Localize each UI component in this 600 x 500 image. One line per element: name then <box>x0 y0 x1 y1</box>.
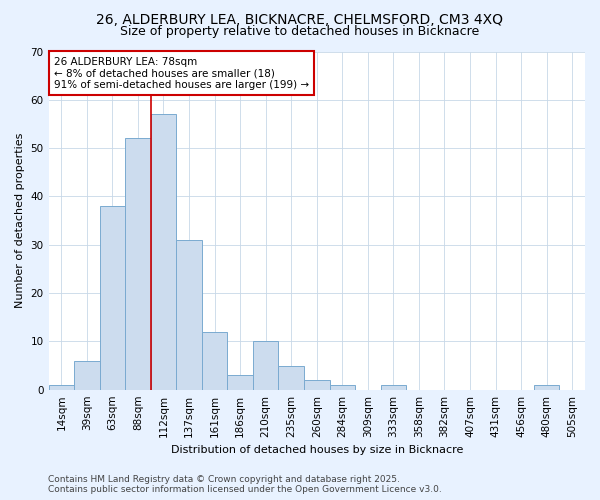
Text: 26 ALDERBURY LEA: 78sqm
← 8% of detached houses are smaller (18)
91% of semi-det: 26 ALDERBURY LEA: 78sqm ← 8% of detached… <box>54 56 309 90</box>
Bar <box>125 138 151 390</box>
Bar <box>74 360 100 390</box>
Bar <box>176 240 202 390</box>
Bar <box>100 206 125 390</box>
X-axis label: Distribution of detached houses by size in Bicknacre: Distribution of detached houses by size … <box>170 445 463 455</box>
Bar <box>534 385 559 390</box>
Bar <box>227 375 253 390</box>
Bar <box>329 385 355 390</box>
Bar <box>304 380 329 390</box>
Text: Size of property relative to detached houses in Bicknacre: Size of property relative to detached ho… <box>121 25 479 38</box>
Bar <box>253 342 278 390</box>
Y-axis label: Number of detached properties: Number of detached properties <box>15 133 25 308</box>
Bar <box>202 332 227 390</box>
Bar <box>278 366 304 390</box>
Text: 26, ALDERBURY LEA, BICKNACRE, CHELMSFORD, CM3 4XQ: 26, ALDERBURY LEA, BICKNACRE, CHELMSFORD… <box>97 12 503 26</box>
Bar <box>380 385 406 390</box>
Text: Contains HM Land Registry data © Crown copyright and database right 2025.
Contai: Contains HM Land Registry data © Crown c… <box>48 474 442 494</box>
Bar <box>151 114 176 390</box>
Bar <box>49 385 74 390</box>
